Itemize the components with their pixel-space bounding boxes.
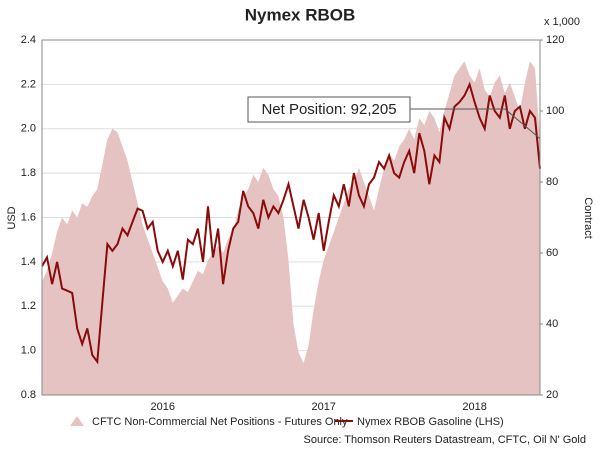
y2-tick-label: 60 [546, 247, 558, 259]
y2-axis-label: Contract [582, 197, 594, 239]
x-tick-label: 2018 [462, 401, 486, 413]
y-tick-label: 1.6 [21, 211, 36, 223]
legend-label: Nymex RBOB Gasoline (LHS) [357, 416, 504, 428]
y-tick-label: 1.2 [21, 300, 36, 312]
y-tick-label: 2.0 [21, 123, 36, 135]
y2-tick-label: 120 [546, 34, 564, 46]
y-tick-label: 1.4 [21, 256, 36, 268]
y2-tick-label: 100 [546, 105, 564, 117]
y2-unit: x 1,000 [544, 16, 580, 28]
y-tick-label: 1.0 [21, 345, 36, 357]
legend-swatch [70, 416, 84, 426]
y-tick-label: 2.2 [21, 78, 36, 90]
x-tick-label: 2017 [311, 401, 335, 413]
x-tick-label: 2016 [150, 401, 174, 413]
annotation-box [247, 96, 411, 123]
y2-tick-label: 80 [546, 176, 558, 188]
line [41, 81, 541, 365]
y2-tick-label: 20 [546, 389, 558, 401]
y-tick-label: 2.4 [21, 34, 36, 46]
source: Source: Thomson Reuters Datastream, CFTC… [304, 434, 587, 446]
area [42, 61, 540, 396]
y-tick-label: 0.8 [21, 389, 36, 401]
legend-label: CFTC Non-Commercial Net Positions - Futu… [92, 416, 348, 428]
chart-title: Nymex RBOB [245, 5, 356, 24]
annotation: Net Position: 92,205 [261, 101, 396, 118]
y2-tick-label: 40 [546, 318, 558, 330]
plot-frame [41, 39, 541, 396]
annotation-leader [504, 108, 541, 140]
y-axis-label: USD [6, 206, 18, 229]
y-tick-label: 1.8 [21, 167, 36, 179]
